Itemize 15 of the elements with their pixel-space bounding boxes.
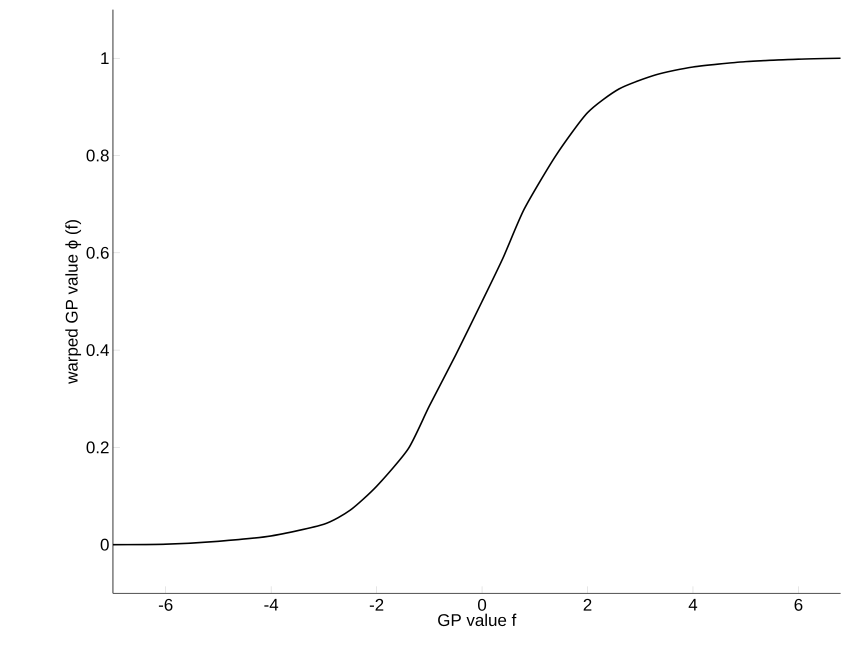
x-tick-label: -6 [158,598,172,611]
y-tick-label: 1 [101,52,109,64]
y-tick-label: 0.8 [86,150,109,162]
y-tick-label: 0.2 [86,442,109,454]
x-tick-label: 0 [478,598,486,611]
x-tick-label: 6 [794,598,802,611]
x-tick-label: -2 [370,598,384,611]
x-tick-label: -4 [264,598,278,611]
x-axis-title: GP value f [438,614,516,626]
y-axis-title: warped GP value ϕ (f) [65,220,82,384]
y-tick-label: 0.6 [86,246,109,259]
x-tick-label: 4 [688,598,698,611]
y-tick-label: 0.4 [86,344,109,356]
y-tick-label: 0 [100,538,109,551]
x-tick-label: 2 [584,598,592,611]
